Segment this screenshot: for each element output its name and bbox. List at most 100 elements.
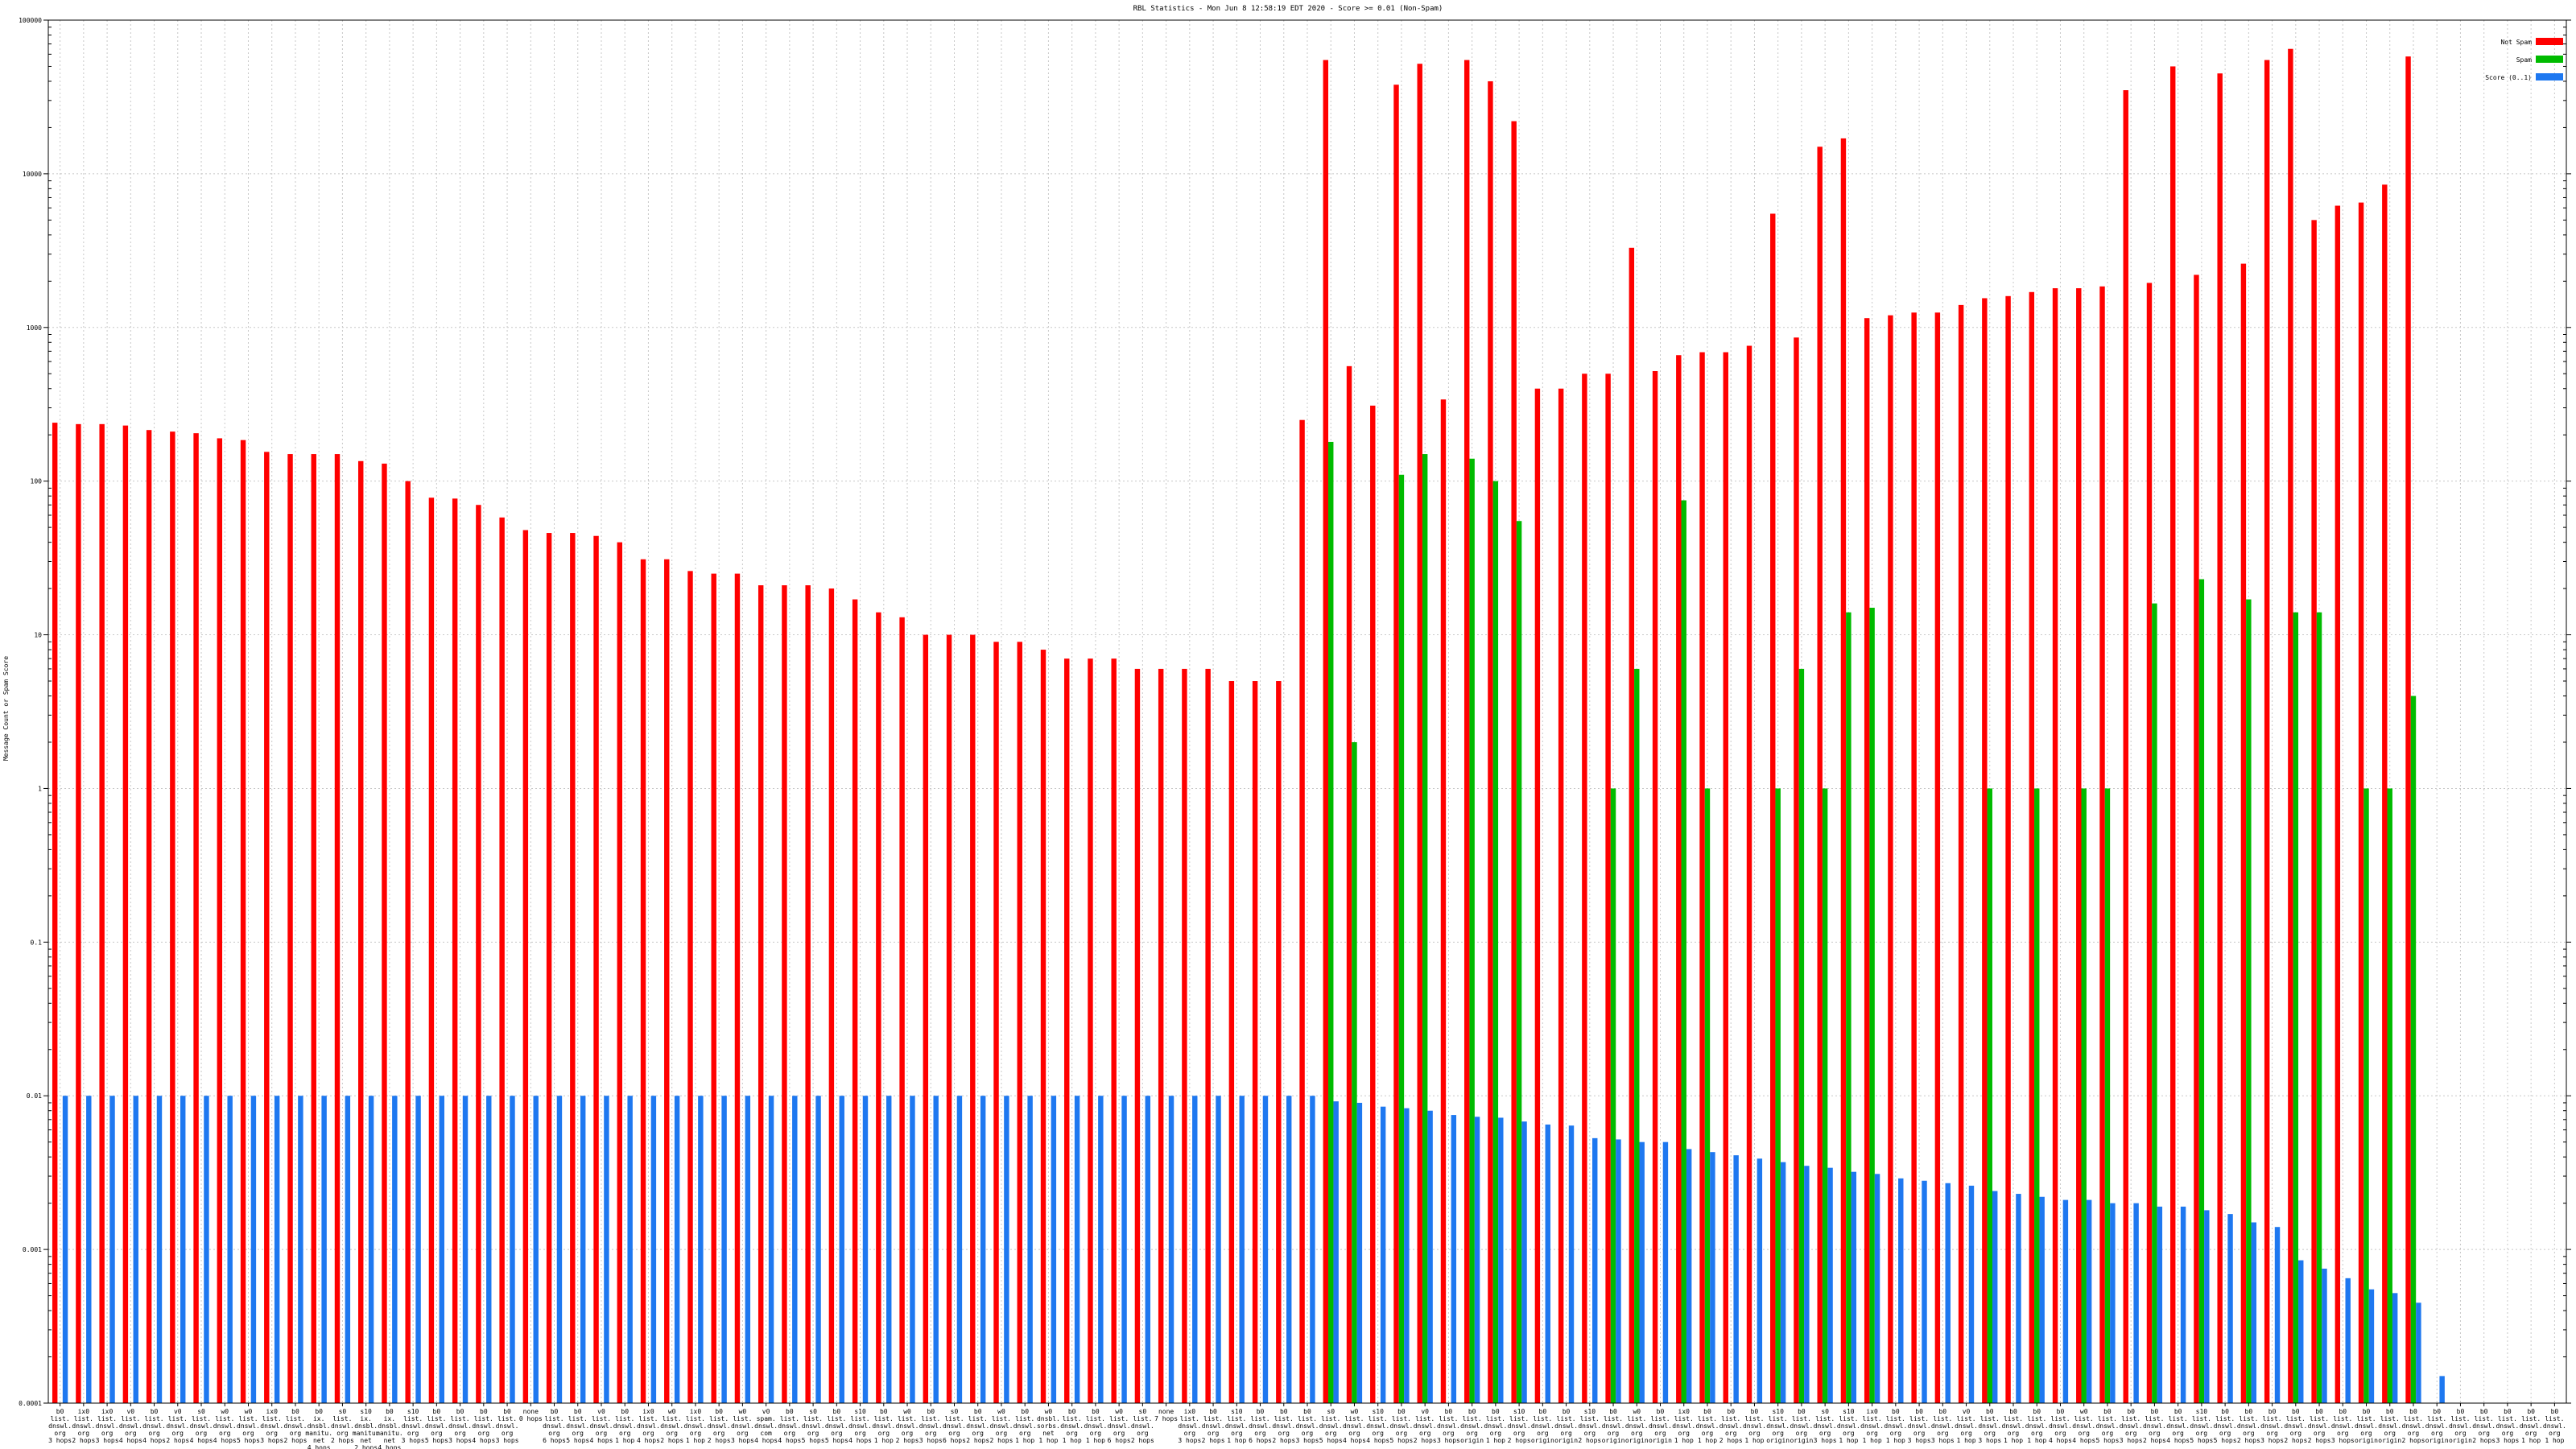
bar-score-0-1--19 xyxy=(510,1096,515,1403)
x-category-label: b0 list. dnswl. org 3 hops xyxy=(48,1408,72,1444)
bar-not-spam-83 xyxy=(2005,295,2011,1404)
y-tick-label: 1000 xyxy=(27,324,42,332)
y-tick-label: 100000 xyxy=(19,17,42,24)
y-tick-label: 100 xyxy=(31,478,43,485)
bar-score-0-1--86 xyxy=(2086,1199,2092,1403)
bar-score-0-1--13 xyxy=(368,1096,374,1403)
x-category-label: b0 list. dnswl. org 1 hop xyxy=(2520,1408,2543,1444)
bar-not-spam-67 xyxy=(1629,247,1635,1404)
bar-score-0-1--45 xyxy=(1121,1096,1127,1403)
bar-not-spam-66 xyxy=(1605,374,1611,1403)
bar-not-spam-21 xyxy=(546,533,552,1403)
bar-not-spam-34 xyxy=(852,599,858,1403)
bar-score-0-1--70 xyxy=(1710,1152,1715,1403)
bar-not-spam-60 xyxy=(1463,60,1470,1403)
bar-score-0-1--46 xyxy=(1145,1096,1151,1403)
bar-score-0-1--71 xyxy=(1733,1155,1739,1403)
bar-score-0-1--82 xyxy=(1992,1191,1998,1403)
x-category-label: v0 list. dnswl. org 2 hops xyxy=(1414,1408,1437,1444)
x-category-label: b0 list. dnswl. org 2 hops xyxy=(2308,1408,2331,1444)
legend: Not Spam Spam Score (0..1) xyxy=(2485,38,2563,81)
bar-spam-75 xyxy=(1822,788,1828,1403)
x-category-label: b0 list. dnswl. org 5 hops xyxy=(825,1408,848,1444)
bar-score-0-1--94 xyxy=(2274,1227,2281,1403)
bar-score-0-1--14 xyxy=(392,1096,398,1403)
x-category-label: b0 list. dnswl. org origin xyxy=(1531,1408,1554,1444)
bar-not-spam-37 xyxy=(923,634,929,1403)
bar-score-0-1--24 xyxy=(627,1096,633,1403)
x-category-label: s10 list. dnswl. org 2 hops xyxy=(1508,1408,1531,1444)
bar-score-0-1--97 xyxy=(2345,1278,2351,1403)
bar-score-0-1--67 xyxy=(1639,1141,1645,1403)
bar-not-spam-27 xyxy=(687,571,693,1403)
bar-not-spam-30 xyxy=(758,585,764,1403)
bar-not-spam-45 xyxy=(1111,658,1117,1403)
bar-score-0-1--5 xyxy=(180,1096,186,1403)
bar-score-0-1--66 xyxy=(1616,1139,1621,1403)
x-category-label: b0 list. dnswl. org origin xyxy=(2355,1408,2378,1444)
bar-not-spam-51 xyxy=(1252,681,1258,1403)
bar-not-spam-69 xyxy=(1676,355,1682,1403)
bar-spam-99 xyxy=(2387,788,2392,1403)
x-category-label: ix0 list. dnswl. org 3 hops xyxy=(96,1408,119,1444)
x-category-label: w0 dnsbl. sorbs. net 1 hop xyxy=(1037,1408,1060,1444)
x-category-label: w0 list. dnswl. org 4 hops xyxy=(1343,1408,1366,1444)
bar-score-0-1--44 xyxy=(1098,1096,1104,1403)
bar-score-0-1--99 xyxy=(2392,1293,2398,1403)
y-axis-label: Message Count or Spam Score xyxy=(2,656,10,761)
bar-score-0-1--25 xyxy=(650,1096,657,1403)
bar-not-spam-20 xyxy=(522,530,529,1403)
bar-score-0-1--1 xyxy=(86,1096,92,1403)
bar-score-0-1--83 xyxy=(2016,1194,2021,1403)
bar-score-0-1--26 xyxy=(674,1096,680,1403)
bar-not-spam-64 xyxy=(1558,388,1564,1403)
bar-spam-69 xyxy=(1681,500,1686,1403)
bar-score-0-1--50 xyxy=(1239,1096,1245,1403)
bar-not-spam-68 xyxy=(1652,370,1658,1403)
bar-score-0-1--52 xyxy=(1286,1096,1292,1403)
bar-not-spam-9 xyxy=(264,452,270,1403)
x-category-label: b0 list. dnswl. org 2 hops xyxy=(1202,1408,1225,1444)
bar-not-spam-25 xyxy=(640,559,646,1404)
bar-spam-96 xyxy=(2316,612,2322,1403)
x-category-label: s0 list. dnswl. org 3 hops xyxy=(1814,1408,1837,1444)
bar-spam-91 xyxy=(2198,579,2205,1403)
bar-not-spam-42 xyxy=(1040,650,1046,1403)
bar-score-0-1--63 xyxy=(1545,1124,1550,1403)
x-category-label: b0 list. dnswl. org 1 hop xyxy=(1084,1408,1107,1444)
bar-not-spam-97 xyxy=(2334,205,2341,1403)
bar-spam-74 xyxy=(1798,668,1805,1403)
bar-not-spam-50 xyxy=(1228,681,1235,1403)
x-category-label: s0 list. dnswl. org 2 hops xyxy=(1131,1408,1154,1444)
bar-score-0-1--75 xyxy=(1827,1167,1833,1403)
x-category-label: s10 list. dnswl. org origin xyxy=(1766,1408,1790,1444)
bar-not-spam-56 xyxy=(1370,405,1376,1403)
bar-spam-89 xyxy=(2152,603,2157,1403)
bar-score-0-1--96 xyxy=(2322,1268,2327,1403)
legend-swatch xyxy=(2536,38,2563,45)
x-category-label: b0 list. dnswl. org 6 hops xyxy=(543,1408,566,1444)
bar-spam-66 xyxy=(1610,788,1616,1403)
bar-score-0-1--40 xyxy=(1004,1096,1009,1403)
bar-score-0-1--60 xyxy=(1474,1117,1480,1403)
bar-not-spam-53 xyxy=(1299,419,1305,1403)
x-category-label: b0 list. dnswl. org 5 hops xyxy=(566,1408,589,1444)
x-category-label: b0 list. dnswl. org 2 hops xyxy=(2402,1408,2425,1444)
bar-score-0-1--34 xyxy=(862,1096,869,1403)
bar-score-0-1--87 xyxy=(2110,1203,2116,1403)
bar-score-0-1--16 xyxy=(439,1096,445,1403)
bar-spam-58 xyxy=(1422,454,1428,1404)
x-category-label: b0 list. dnswl. org 5 hops xyxy=(2214,1408,2237,1444)
bar-spam-67 xyxy=(1634,668,1640,1403)
bar-not-spam-93 xyxy=(2240,263,2247,1403)
bar-not-spam-86 xyxy=(2076,288,2082,1404)
y-tick-label: 0.001 xyxy=(23,1246,42,1253)
bar-not-spam-3 xyxy=(122,425,129,1403)
x-category-label: s10 list. dnswl. org 4 hops xyxy=(848,1408,872,1444)
x-category-label: s10 list. dnswl. org 2 hops xyxy=(1578,1408,1601,1444)
bar-not-spam-41 xyxy=(1017,642,1022,1403)
legend-swatch xyxy=(2536,73,2563,80)
bar-spam-55 xyxy=(1352,741,1357,1403)
bar-score-0-1--51 xyxy=(1262,1096,1269,1403)
